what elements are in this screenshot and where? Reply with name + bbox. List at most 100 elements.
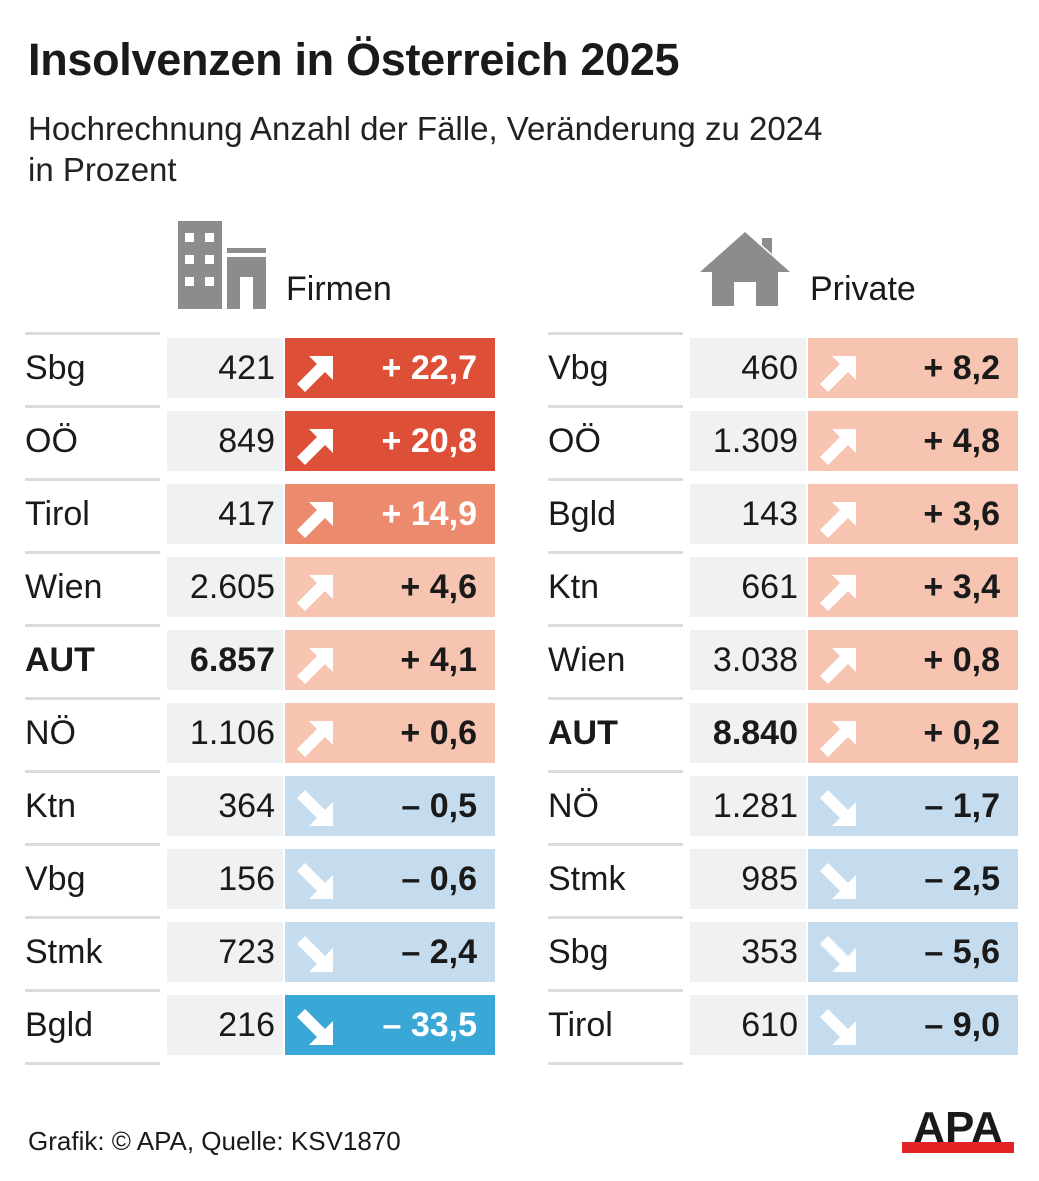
case-count: 417 xyxy=(167,484,283,544)
change-cell: + 0,6 xyxy=(285,703,495,763)
region-label: Sbg xyxy=(548,916,683,989)
change-value: + 22,7 xyxy=(381,349,477,387)
change-cell: + 4,8 xyxy=(808,411,1018,471)
change-cell: – 5,6 xyxy=(808,922,1018,982)
change-cell: + 3,6 xyxy=(808,484,1018,544)
case-count: 216 xyxy=(167,995,283,1055)
change-value: – 2,5 xyxy=(924,860,1000,898)
change-value: + 4,8 xyxy=(923,422,1000,460)
change-cell: – 0,5 xyxy=(285,776,495,836)
arrow-up-right-icon xyxy=(820,429,856,465)
change-cell: – 33,5 xyxy=(285,995,495,1055)
change-cell: + 0,2 xyxy=(808,703,1018,763)
region-label: Stmk xyxy=(548,843,683,916)
arrow-up-right-icon xyxy=(297,429,333,465)
region-label: AUT xyxy=(548,697,683,770)
arrow-up-right-icon xyxy=(297,356,333,392)
arrow-down-right-icon xyxy=(820,1009,856,1045)
change-cell: – 9,0 xyxy=(808,995,1018,1055)
building-icon xyxy=(178,221,266,309)
change-value: + 0,8 xyxy=(923,641,1000,679)
case-count: 661 xyxy=(690,557,806,617)
divider xyxy=(548,1062,683,1065)
region-label: Ktn xyxy=(548,551,683,624)
region-label: OÖ xyxy=(25,405,160,478)
region-label: Sbg xyxy=(25,332,160,405)
case-count: 8.840 xyxy=(690,703,806,763)
change-value: – 1,7 xyxy=(924,787,1000,825)
case-count: 143 xyxy=(690,484,806,544)
arrow-up-right-icon xyxy=(297,721,333,757)
column-header-private: Private xyxy=(810,270,916,308)
arrow-up-right-icon xyxy=(297,648,333,684)
arrow-up-right-icon xyxy=(297,502,333,538)
subtitle-line: Hochrechnung Anzahl der Fälle, Veränderu… xyxy=(28,110,823,147)
change-cell: – 1,7 xyxy=(808,776,1018,836)
change-value: – 0,6 xyxy=(401,860,477,898)
region-label: Vbg xyxy=(25,843,160,916)
change-value: + 3,6 xyxy=(923,495,1000,533)
region-label: NÖ xyxy=(548,770,683,843)
arrow-up-right-icon xyxy=(820,356,856,392)
case-count: 3.038 xyxy=(690,630,806,690)
change-cell: + 14,9 xyxy=(285,484,495,544)
region-label: OÖ xyxy=(548,405,683,478)
case-count: 985 xyxy=(690,849,806,909)
case-count: 353 xyxy=(690,922,806,982)
region-label: Wien xyxy=(548,624,683,697)
change-cell: + 4,1 xyxy=(285,630,495,690)
change-value: + 8,2 xyxy=(923,349,1000,387)
arrow-down-right-icon xyxy=(820,936,856,972)
change-value: – 33,5 xyxy=(382,1006,477,1044)
arrow-down-right-icon xyxy=(297,790,333,826)
region-label: Bgld xyxy=(25,989,160,1062)
change-value: – 5,6 xyxy=(924,933,1000,971)
change-value: – 2,4 xyxy=(401,933,477,971)
region-label: Tirol xyxy=(548,989,683,1062)
case-count: 421 xyxy=(167,338,283,398)
column-header-firmen: Firmen xyxy=(286,270,392,308)
region-label: Tirol xyxy=(25,478,160,551)
change-value: + 0,6 xyxy=(400,714,477,752)
case-count: 460 xyxy=(690,338,806,398)
region-label: NÖ xyxy=(25,697,160,770)
arrow-up-right-icon xyxy=(820,648,856,684)
page-title: Insolvenzen in Österreich 2025 xyxy=(28,34,680,85)
case-count: 1.309 xyxy=(690,411,806,471)
case-count: 1.106 xyxy=(167,703,283,763)
case-count: 2.605 xyxy=(167,557,283,617)
change-value: + 4,1 xyxy=(400,641,477,679)
change-cell: – 2,5 xyxy=(808,849,1018,909)
case-count: 849 xyxy=(167,411,283,471)
arrow-down-right-icon xyxy=(820,790,856,826)
change-cell: + 0,8 xyxy=(808,630,1018,690)
change-value: + 3,4 xyxy=(923,568,1000,606)
subtitle: Hochrechnung Anzahl der Fälle, Veränderu… xyxy=(28,108,822,190)
change-value: + 20,8 xyxy=(381,422,477,460)
source-note: Grafik: © APA, Quelle: KSV1870 xyxy=(28,1126,401,1156)
change-cell: + 22,7 xyxy=(285,338,495,398)
arrow-up-right-icon xyxy=(820,502,856,538)
house-icon xyxy=(700,232,790,306)
change-cell: – 0,6 xyxy=(285,849,495,909)
region-label: Ktn xyxy=(25,770,160,843)
region-label: Bgld xyxy=(548,478,683,551)
change-cell: + 20,8 xyxy=(285,411,495,471)
change-value: + 4,6 xyxy=(400,568,477,606)
change-cell: + 3,4 xyxy=(808,557,1018,617)
case-count: 6.857 xyxy=(167,630,283,690)
arrow-up-right-icon xyxy=(820,575,856,611)
region-label: Vbg xyxy=(548,332,683,405)
change-cell: – 2,4 xyxy=(285,922,495,982)
change-value: + 0,2 xyxy=(923,714,1000,752)
arrow-down-right-icon xyxy=(297,863,333,899)
region-label: AUT xyxy=(25,624,160,697)
case-count: 723 xyxy=(167,922,283,982)
arrow-up-right-icon xyxy=(297,575,333,611)
change-value: – 9,0 xyxy=(924,1006,1000,1044)
region-label: Stmk xyxy=(25,916,160,989)
change-value: – 0,5 xyxy=(401,787,477,825)
case-count: 156 xyxy=(167,849,283,909)
arrow-down-right-icon xyxy=(297,1009,333,1045)
